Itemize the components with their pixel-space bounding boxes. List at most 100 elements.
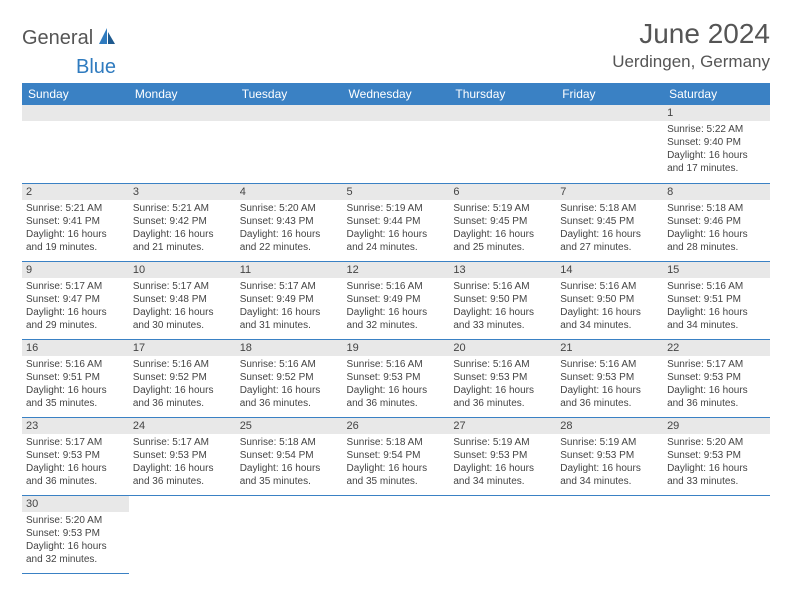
calendar-cell [236, 495, 343, 573]
calendar-cell [449, 495, 556, 573]
day-number: 11 [236, 262, 343, 278]
sunrise-text: Sunrise: 5:18 AM [560, 202, 659, 215]
daylight-text: Daylight: 16 hours and 36 minutes. [133, 384, 232, 410]
sunrise-text: Sunrise: 5:16 AM [560, 358, 659, 371]
sunset-text: Sunset: 9:53 PM [347, 371, 446, 384]
daylight-text: Daylight: 16 hours and 27 minutes. [560, 228, 659, 254]
calendar-body: 1Sunrise: 5:22 AMSunset: 9:40 PMDaylight… [22, 105, 770, 573]
sunset-text: Sunset: 9:49 PM [240, 293, 339, 306]
day-content: Sunrise: 5:16 AMSunset: 9:50 PMDaylight:… [556, 278, 663, 336]
sunrise-text: Sunrise: 5:22 AM [667, 123, 766, 136]
calendar-cell: 23Sunrise: 5:17 AMSunset: 9:53 PMDayligh… [22, 417, 129, 495]
day-content: Sunrise: 5:17 AMSunset: 9:53 PMDaylight:… [22, 434, 129, 492]
day-number: 15 [663, 262, 770, 278]
calendar-cell: 26Sunrise: 5:18 AMSunset: 9:54 PMDayligh… [343, 417, 450, 495]
day-number: 28 [556, 418, 663, 434]
day-number: 24 [129, 418, 236, 434]
day-number: 8 [663, 184, 770, 200]
weekday-header: Friday [556, 83, 663, 105]
sunrise-text: Sunrise: 5:18 AM [667, 202, 766, 215]
calendar-cell: 10Sunrise: 5:17 AMSunset: 9:48 PMDayligh… [129, 261, 236, 339]
daylight-text: Daylight: 16 hours and 24 minutes. [347, 228, 446, 254]
day-number: 30 [22, 496, 129, 512]
calendar-cell [343, 105, 450, 183]
sunrise-text: Sunrise: 5:19 AM [453, 202, 552, 215]
calendar-cell: 4Sunrise: 5:20 AMSunset: 9:43 PMDaylight… [236, 183, 343, 261]
day-number: 12 [343, 262, 450, 278]
empty-daynum [556, 105, 663, 121]
daylight-text: Daylight: 16 hours and 34 minutes. [560, 306, 659, 332]
sunrise-text: Sunrise: 5:20 AM [26, 514, 125, 527]
sunset-text: Sunset: 9:53 PM [26, 449, 125, 462]
sunset-text: Sunset: 9:42 PM [133, 215, 232, 228]
calendar-cell: 21Sunrise: 5:16 AMSunset: 9:53 PMDayligh… [556, 339, 663, 417]
day-content: Sunrise: 5:16 AMSunset: 9:53 PMDaylight:… [556, 356, 663, 414]
day-number: 4 [236, 184, 343, 200]
sunset-text: Sunset: 9:44 PM [347, 215, 446, 228]
day-content: Sunrise: 5:20 AMSunset: 9:43 PMDaylight:… [236, 200, 343, 258]
sunset-text: Sunset: 9:48 PM [133, 293, 232, 306]
day-content: Sunrise: 5:17 AMSunset: 9:53 PMDaylight:… [663, 356, 770, 414]
day-content: Sunrise: 5:19 AMSunset: 9:53 PMDaylight:… [556, 434, 663, 492]
daylight-text: Daylight: 16 hours and 19 minutes. [26, 228, 125, 254]
sunrise-text: Sunrise: 5:16 AM [667, 280, 766, 293]
sunset-text: Sunset: 9:51 PM [26, 371, 125, 384]
sunrise-text: Sunrise: 5:19 AM [453, 436, 552, 449]
calendar-row: 1Sunrise: 5:22 AMSunset: 9:40 PMDaylight… [22, 105, 770, 183]
day-number: 19 [343, 340, 450, 356]
day-content: Sunrise: 5:19 AMSunset: 9:44 PMDaylight:… [343, 200, 450, 258]
sunrise-text: Sunrise: 5:20 AM [240, 202, 339, 215]
day-content: Sunrise: 5:22 AMSunset: 9:40 PMDaylight:… [663, 121, 770, 179]
calendar-cell [449, 105, 556, 183]
calendar-cell: 11Sunrise: 5:17 AMSunset: 9:49 PMDayligh… [236, 261, 343, 339]
daylight-text: Daylight: 16 hours and 36 minutes. [133, 462, 232, 488]
day-number: 17 [129, 340, 236, 356]
sunrise-text: Sunrise: 5:21 AM [133, 202, 232, 215]
sunset-text: Sunset: 9:53 PM [667, 371, 766, 384]
day-content: Sunrise: 5:19 AMSunset: 9:45 PMDaylight:… [449, 200, 556, 258]
day-content: Sunrise: 5:18 AMSunset: 9:46 PMDaylight:… [663, 200, 770, 258]
day-number: 13 [449, 262, 556, 278]
day-number: 29 [663, 418, 770, 434]
sunrise-text: Sunrise: 5:18 AM [240, 436, 339, 449]
calendar-cell: 1Sunrise: 5:22 AMSunset: 9:40 PMDaylight… [663, 105, 770, 183]
calendar-cell [129, 495, 236, 573]
day-number: 3 [129, 184, 236, 200]
sail-icon [97, 26, 117, 51]
daylight-text: Daylight: 16 hours and 33 minutes. [453, 306, 552, 332]
daylight-text: Daylight: 16 hours and 34 minutes. [667, 306, 766, 332]
weekday-header-row: Sunday Monday Tuesday Wednesday Thursday… [22, 83, 770, 105]
calendar-cell: 12Sunrise: 5:16 AMSunset: 9:49 PMDayligh… [343, 261, 450, 339]
sunset-text: Sunset: 9:47 PM [26, 293, 125, 306]
calendar-table: Sunday Monday Tuesday Wednesday Thursday… [22, 83, 770, 574]
sunset-text: Sunset: 9:40 PM [667, 136, 766, 149]
calendar-cell: 14Sunrise: 5:16 AMSunset: 9:50 PMDayligh… [556, 261, 663, 339]
daylight-text: Daylight: 16 hours and 29 minutes. [26, 306, 125, 332]
day-content: Sunrise: 5:16 AMSunset: 9:51 PMDaylight:… [663, 278, 770, 336]
day-number: 9 [22, 262, 129, 278]
daylight-text: Daylight: 16 hours and 35 minutes. [26, 384, 125, 410]
logo-text-general: General [22, 27, 93, 50]
sunset-text: Sunset: 9:53 PM [560, 371, 659, 384]
month-title: June 2024 [612, 18, 770, 50]
day-content: Sunrise: 5:18 AMSunset: 9:54 PMDaylight:… [343, 434, 450, 492]
sunrise-text: Sunrise: 5:16 AM [26, 358, 125, 371]
day-number: 26 [343, 418, 450, 434]
calendar-cell [663, 495, 770, 573]
sunset-text: Sunset: 9:41 PM [26, 215, 125, 228]
weekday-header: Sunday [22, 83, 129, 105]
calendar-row: 9Sunrise: 5:17 AMSunset: 9:47 PMDaylight… [22, 261, 770, 339]
calendar-cell [22, 105, 129, 183]
empty-daynum [22, 105, 129, 121]
sunrise-text: Sunrise: 5:19 AM [560, 436, 659, 449]
weekday-header: Monday [129, 83, 236, 105]
calendar-cell: 16Sunrise: 5:16 AMSunset: 9:51 PMDayligh… [22, 339, 129, 417]
day-content: Sunrise: 5:20 AMSunset: 9:53 PMDaylight:… [22, 512, 129, 570]
calendar-cell: 18Sunrise: 5:16 AMSunset: 9:52 PMDayligh… [236, 339, 343, 417]
sunrise-text: Sunrise: 5:16 AM [453, 358, 552, 371]
sunset-text: Sunset: 9:54 PM [347, 449, 446, 462]
calendar-cell: 25Sunrise: 5:18 AMSunset: 9:54 PMDayligh… [236, 417, 343, 495]
daylight-text: Daylight: 16 hours and 33 minutes. [667, 462, 766, 488]
calendar-row: 23Sunrise: 5:17 AMSunset: 9:53 PMDayligh… [22, 417, 770, 495]
weekday-header: Tuesday [236, 83, 343, 105]
